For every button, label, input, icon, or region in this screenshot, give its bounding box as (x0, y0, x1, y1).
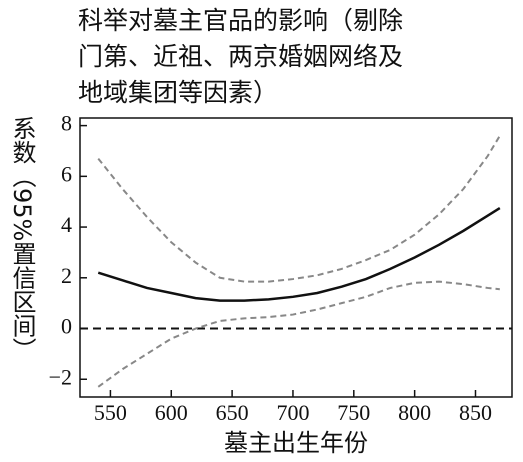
x-axis-label: 墓主出生年份 (224, 429, 368, 457)
ci-line (97, 280, 500, 388)
ci-line (97, 135, 501, 283)
x-tick-label: 600 (155, 400, 188, 425)
estimate-line (97, 206, 501, 302)
y-tick-label: −2 (49, 364, 72, 389)
x-tick-label: 750 (337, 400, 370, 425)
x-tick-label: 850 (459, 400, 492, 425)
x-tick-label: 550 (94, 400, 127, 425)
y-tick-label: 8 (61, 111, 72, 136)
y-axis-label: 系数（95%置信区间） (8, 116, 36, 361)
y-tick-label: 0 (61, 314, 72, 339)
x-tick-label: 650 (216, 400, 249, 425)
chart-title: 科举对墓主官品的影响（剔除 (78, 6, 403, 35)
chart-title: 门第、近祖、两京婚姻网络及 (78, 42, 403, 71)
chart-title: 地域集团等因素） (78, 78, 278, 107)
y-tick-label: 4 (61, 212, 72, 237)
x-tick-label: 700 (276, 400, 309, 425)
x-tick-label: 800 (398, 400, 431, 425)
y-tick-label: 2 (61, 263, 72, 288)
plot-frame (79, 117, 513, 398)
y-tick-label: 6 (61, 161, 72, 186)
